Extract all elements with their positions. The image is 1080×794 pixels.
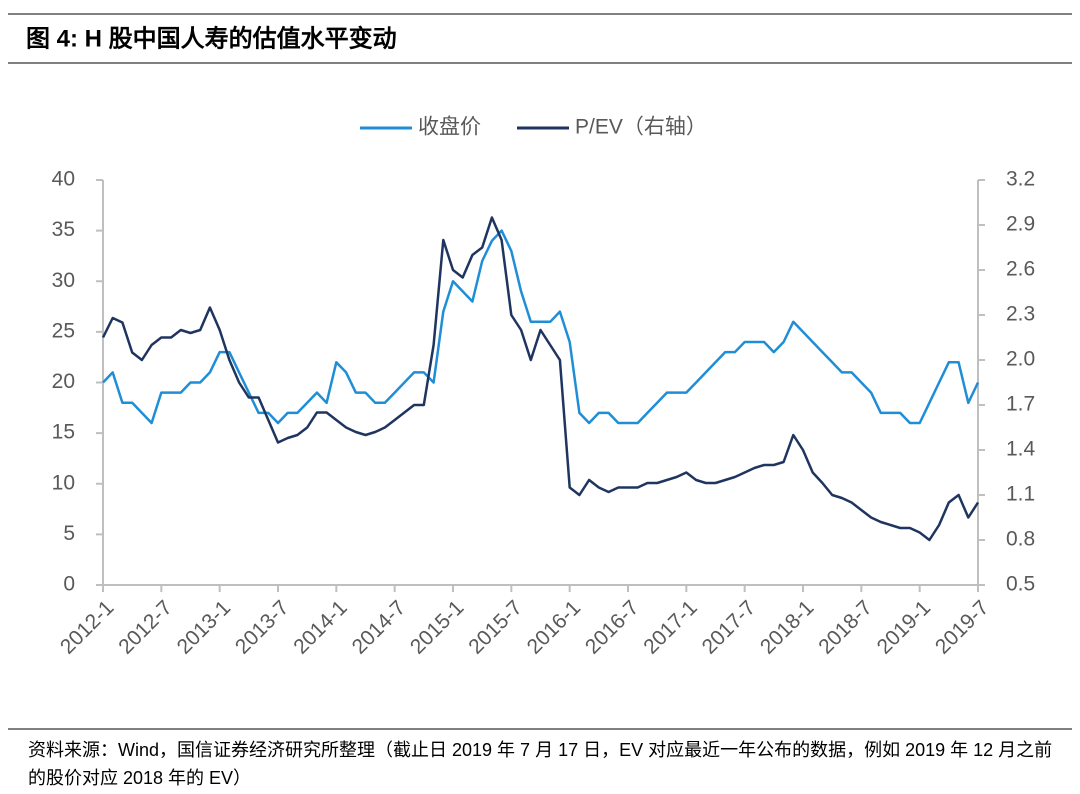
series-line <box>101 216 980 542</box>
y2-tick-label: 0.5 <box>1006 573 1035 596</box>
x-tick-label: 2018-7 <box>814 596 877 659</box>
x-tick-label: 2019-1 <box>873 596 936 659</box>
y-tick-label: 15 <box>52 421 75 444</box>
y-tick-label: 25 <box>52 319 75 342</box>
series-line <box>102 229 980 425</box>
y2-tick-label: 2.0 <box>1006 348 1035 371</box>
chart: 图 4: H 股中国人寿的估值水平变动 0 5 10 15 20 25 30 35 40 0.5 0… <box>8 13 1072 730</box>
x-tick-label: 2017-1 <box>639 596 702 659</box>
y-tick-label: 20 <box>52 370 75 393</box>
y-tick-label: 10 <box>52 471 75 494</box>
x-tick-label: 2013-1 <box>173 596 236 659</box>
y2-tick-label: 3.2 <box>1006 168 1035 191</box>
y2-tick-label: 1.7 <box>1006 393 1035 416</box>
y-tick-label: 5 <box>63 522 75 545</box>
y-tick-label: 0 <box>63 573 75 596</box>
y-tick-label: 35 <box>52 218 75 241</box>
x-tick-label: 2016-1 <box>523 596 586 659</box>
y2-tick-label: 1.1 <box>1006 483 1035 506</box>
x-tick-label: 2018-1 <box>756 596 819 659</box>
x-tick-label: 2012-1 <box>56 596 119 659</box>
source-note: 资料来源：Wind，国信证券经济研究所整理（截止日 2019 年 7 月 17 … <box>28 740 1053 788</box>
y2-tick-label: 0.8 <box>1006 528 1035 551</box>
x-tick-label: 2016-7 <box>581 596 644 659</box>
y2-tick-label: 1.4 <box>1006 438 1036 461</box>
x-tick-label: 2014-1 <box>289 596 352 659</box>
x-tick-label: 2015-7 <box>464 596 527 659</box>
x-tick-label: 2014-7 <box>348 596 411 659</box>
legend-label: P/EV（右轴） <box>575 116 707 139</box>
x-tick-label: 2019-7 <box>931 596 994 659</box>
y-tick-label: 30 <box>52 269 75 292</box>
y2-tick-label: 2.9 <box>1006 213 1035 236</box>
x-tick-label: 2012-7 <box>114 596 177 659</box>
chart-title: 图 4: H 股中国人寿的估值水平变动 <box>26 24 397 52</box>
x-tick-label: 2015-1 <box>406 596 469 659</box>
x-tick-label: 2013-7 <box>231 596 294 659</box>
y2-tick-label: 2.6 <box>1006 258 1035 281</box>
y-tick-label: 40 <box>52 168 75 191</box>
legend-label: 收盘价 <box>418 116 481 139</box>
y2-tick-label: 2.3 <box>1006 303 1035 326</box>
x-tick-label: 2017-7 <box>698 596 761 659</box>
